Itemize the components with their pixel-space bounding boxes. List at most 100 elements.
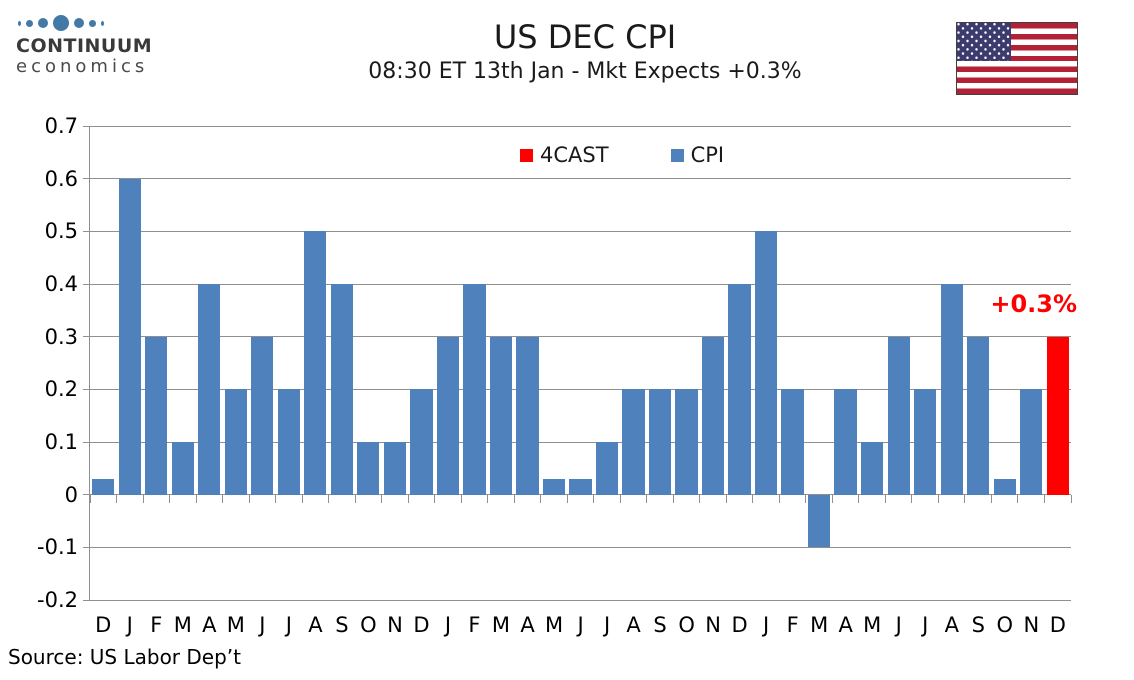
bar-slot-35-N [1018, 126, 1045, 600]
x-axis-tick-label: J [577, 613, 584, 637]
bar-slot-11-N [382, 126, 409, 600]
y-axis-tick [83, 178, 90, 180]
x-axis-tick-label: J [603, 613, 611, 637]
bar-M-15 [489, 336, 513, 495]
x-axis-tick [301, 494, 303, 503]
x-axis-tick [911, 494, 913, 503]
y-axis-tick [83, 388, 90, 390]
x-axis-tick [725, 494, 727, 503]
bar-D-12 [410, 389, 433, 495]
x-axis-tick-label: M [544, 613, 564, 637]
x-axis-tick [1017, 494, 1019, 503]
bar-slot-33-S [965, 126, 992, 600]
x-axis-tick-label: J [259, 613, 266, 637]
bar-slot-24-D [726, 126, 753, 600]
x-axis-tick [990, 494, 992, 503]
x-axis-tick-label: M [863, 613, 882, 637]
x-axis-tick [460, 494, 462, 503]
bar-slot-23-N [700, 126, 727, 600]
chart-title: US DEC CPI [493, 18, 677, 56]
y-axis-tick [83, 546, 90, 548]
bar-slot-27-M [806, 126, 833, 600]
x-axis-tick [487, 494, 489, 503]
x-axis-tick-label: D [731, 613, 748, 637]
bar-slot-5-M [223, 126, 250, 600]
bar-J-1 [118, 178, 141, 495]
y-axis-tick-label: 0.7 [44, 114, 78, 138]
x-axis-tick [937, 494, 939, 503]
legend-item-cpi: CPI [670, 143, 724, 167]
x-axis-tick [646, 494, 648, 503]
x-axis-tick [381, 494, 383, 503]
bar-O-10 [357, 442, 380, 495]
x-axis-tick [89, 494, 91, 503]
bar-slot-16-A [514, 126, 541, 600]
y-axis-tick-label: 0.6 [44, 166, 78, 191]
bar-J-13 [436, 336, 460, 495]
x-axis-tick-label: A [626, 613, 641, 637]
legend-label: 4CAST [540, 143, 609, 167]
bar-A-32 [940, 284, 963, 495]
bar-slot-14-F [461, 126, 488, 600]
x-axis-tick [169, 494, 171, 503]
y-axis-tick [83, 283, 90, 285]
bar-F-14 [463, 284, 486, 495]
x-axis-tick-label: M [173, 613, 192, 637]
x-axis-tick-label: J [126, 613, 133, 637]
x-axis-tick [328, 494, 330, 503]
bar-N-35 [1020, 389, 1043, 495]
x-axis-tick [593, 494, 595, 503]
logo-company-name: CONTINUUM [16, 35, 153, 57]
x-axis-tick-label: J [922, 613, 929, 637]
forecast-annotation: +0.3% [990, 290, 1077, 318]
title-block: US DEC CPI 08:30 ET 13th Jan - Mkt Expec… [36, 18, 1134, 86]
x-axis-tick [964, 494, 966, 503]
bar-slot-4-A [196, 126, 223, 600]
x-axis-tick-label: N [705, 613, 721, 637]
x-axis-tick [407, 494, 409, 503]
chart-legend: 4CAST CPI [520, 143, 724, 167]
bar-A-20 [622, 389, 645, 495]
x-axis-tick-label: A [944, 613, 959, 637]
bar-slot-7-J [276, 126, 303, 600]
bar-F-2 [145, 336, 168, 495]
bar-slot-10-O [355, 126, 382, 600]
bar-slot-17-M [541, 126, 568, 600]
bar-slot-6-J [249, 126, 276, 600]
x-axis-tick [699, 494, 701, 503]
bar-D-36 [1046, 336, 1069, 495]
bar-A-4 [198, 284, 221, 495]
gridline [90, 125, 1071, 127]
x-axis-tick-label: M [226, 613, 245, 637]
bar-slot-29-M [859, 126, 886, 600]
legend-item-4cast: 4CAST [520, 143, 609, 167]
y-axis-tick [83, 336, 90, 338]
x-axis-tick-label: A [520, 613, 535, 637]
bar-J-7 [277, 389, 300, 495]
x-axis-tick [805, 494, 807, 503]
x-axis-tick [752, 494, 754, 503]
bar-O-34 [993, 478, 1016, 495]
bar-slot-13-J [435, 126, 462, 600]
x-axis-tick-label: F [786, 613, 799, 637]
x-axis-tick-label: D [95, 613, 112, 637]
x-axis-tick [858, 494, 860, 503]
x-axis-tick [884, 494, 886, 503]
bar-J-25 [754, 231, 778, 495]
y-axis-tick-label: 0.2 [44, 377, 78, 402]
x-axis-tick [354, 494, 356, 503]
bar-J-19 [595, 442, 619, 495]
gridline [90, 546, 1071, 548]
bar-M-3 [171, 442, 194, 495]
bar-M-27 [807, 494, 831, 548]
gridline [90, 599, 1071, 601]
bar-O-22 [675, 389, 698, 495]
x-axis-tick [1070, 494, 1072, 503]
bar-A-8 [304, 231, 327, 495]
y-axis-tick [83, 125, 90, 127]
x-axis-tick [778, 494, 780, 503]
x-axis-tick [142, 494, 144, 503]
bar-slot-31-J [912, 126, 939, 600]
x-axis-tick [222, 494, 224, 503]
